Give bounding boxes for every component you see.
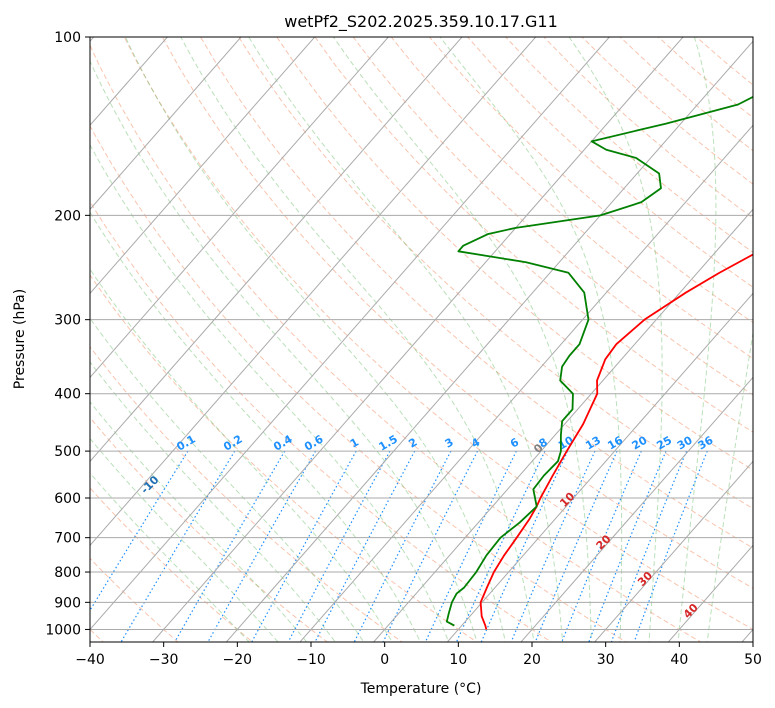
- chart-title: wetPf2_S202.2025.359.10.17.G11: [284, 12, 558, 32]
- dry-adiabat-line: [90, 487, 254, 642]
- y-tick-label: 700: [54, 531, 81, 547]
- x-tick-label: 50: [744, 652, 762, 668]
- isotherm-line: [225, 40, 753, 642]
- dry-adiabat-line: [90, 124, 628, 642]
- plot-area: 0.10.20.40.611.52346810131620253036-100-…: [90, 37, 753, 642]
- x-tick-label: −30: [149, 652, 179, 668]
- y-tick-label: 800: [54, 565, 81, 581]
- sounding-profiles: [445, 95, 753, 630]
- isotherm-line: [90, 37, 316, 295]
- y-tick-label: 900: [54, 595, 81, 611]
- isotherm-line: [667, 544, 753, 642]
- dry-adiabats: [90, 37, 753, 642]
- x-axis-ticks: −40 −30 −20 −10 0 10 20 30 40 50: [75, 642, 762, 668]
- moist-adiabat-line: [90, 472, 250, 642]
- y-axis-title: Pressure (hPa): [12, 289, 28, 389]
- moist-adiabat-line: [248, 37, 564, 642]
- isotherm-line: [90, 37, 537, 547]
- x-tick-label: −40: [75, 652, 105, 668]
- x-tick-label: 10: [449, 652, 467, 668]
- y-tick-label: 400: [54, 387, 81, 403]
- temperature-profile-line: [479, 253, 753, 630]
- x-tick-label: 20: [523, 652, 541, 668]
- y-tick-label: 100: [54, 30, 81, 46]
- isotherm-line: [90, 37, 390, 379]
- y-tick-label: 600: [54, 491, 81, 507]
- isotherm-line: [90, 37, 611, 631]
- y-tick-label: 500: [54, 444, 81, 460]
- dry-adiabat-line: [123, 37, 753, 631]
- plot-frame: [89, 36, 754, 643]
- isotherm-line: [299, 124, 753, 642]
- isotherm-line: [90, 37, 463, 463]
- isotherm-line: [372, 208, 753, 642]
- x-tick-label: −10: [296, 652, 326, 668]
- dry-adiabat-line: [90, 44, 702, 642]
- dry-adiabat-line: [161, 37, 753, 589]
- y-tick-label: 300: [54, 313, 81, 329]
- x-tick-label: 0: [380, 652, 389, 668]
- y-tick-label: 200: [54, 208, 81, 224]
- x-tick-label: −20: [223, 652, 253, 668]
- isotherm-line: [446, 292, 753, 642]
- pressure-gridlines: [90, 37, 753, 630]
- isotherm-line: [151, 37, 684, 642]
- dewpoint-profile-line: [445, 95, 753, 627]
- isotherm-line: [520, 376, 753, 642]
- dry-adiabat-line: [390, 37, 753, 360]
- moist-adiabat-line: [90, 437, 279, 642]
- isotherm-line: [90, 37, 242, 211]
- dry-adiabat-line: [90, 200, 553, 642]
- x-tick-label: 30: [597, 652, 615, 668]
- dry-adiabat-line: [90, 416, 329, 642]
- skewed-isotherms: [90, 37, 753, 642]
- dry-adiabat-line: [238, 37, 753, 510]
- moist-adiabat-line: [706, 329, 753, 642]
- y-axis-ticks: 100 200 300 400 500 600 700 800 900 1000: [45, 30, 90, 638]
- x-axis-title: Temperature (°C): [360, 681, 482, 697]
- dry-adiabat-line: [466, 37, 753, 288]
- x-tick-label: 40: [670, 652, 688, 668]
- isotherm-line: [593, 460, 753, 642]
- dry-adiabat-line: [428, 37, 753, 324]
- y-tick-label: 1000: [45, 622, 81, 638]
